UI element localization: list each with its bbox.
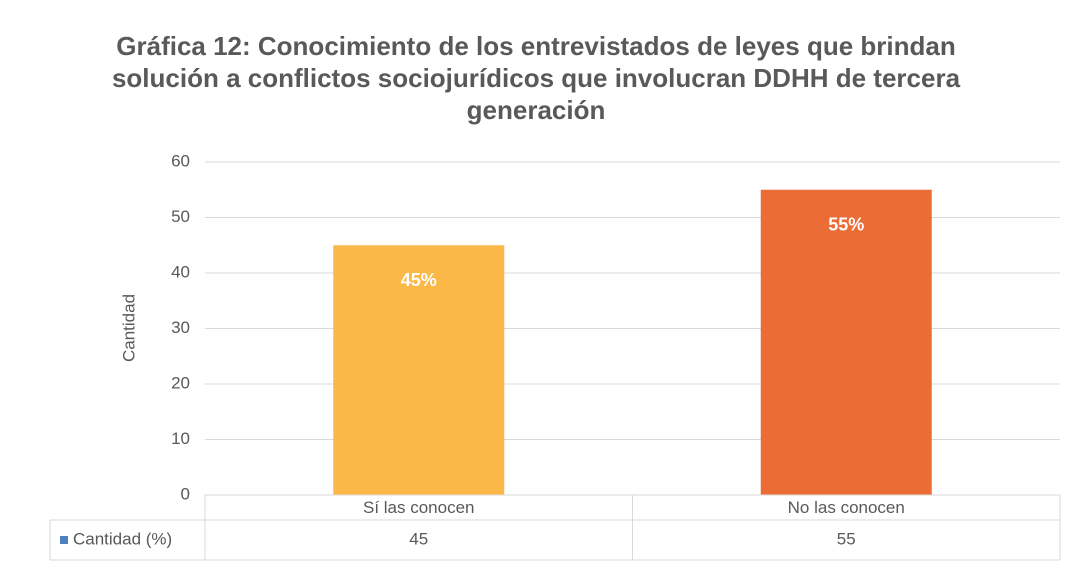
value-label: 45% [401, 270, 437, 290]
y-tick-label: 20 [171, 373, 190, 392]
bar [760, 189, 932, 495]
x-tick-label: No las conocen [788, 498, 905, 517]
y-tick-label: 30 [171, 318, 190, 337]
table-value: 55 [837, 529, 856, 548]
chart-title: Gráfica 12: Conocimiento de los entrevis… [111, 31, 961, 125]
y-axis-label: Cantidad [119, 294, 138, 362]
y-tick-label: 50 [171, 207, 190, 226]
y-tick-label: 10 [171, 429, 190, 448]
legend-swatch [60, 536, 68, 544]
table-value: 45 [409, 529, 428, 548]
legend-label: Cantidad (%) [73, 529, 172, 548]
value-label: 55% [828, 215, 864, 235]
y-tick-label: 0 [181, 484, 190, 503]
bar [333, 245, 505, 495]
y-tick-label: 60 [171, 151, 190, 170]
y-tick-label: 40 [171, 262, 190, 281]
x-tick-label: Sí las conocen [363, 498, 475, 517]
